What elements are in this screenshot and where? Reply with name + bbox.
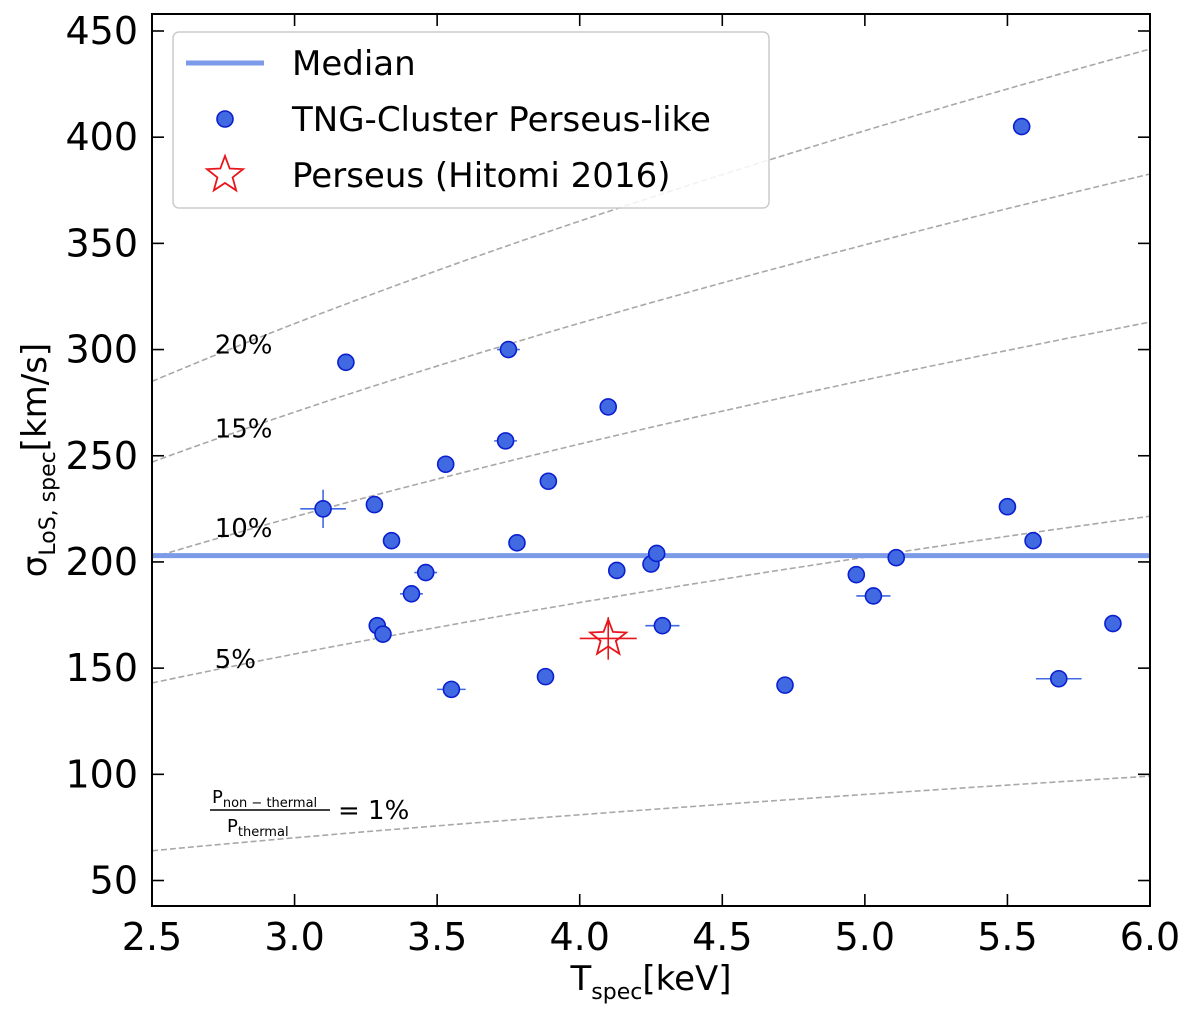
legend-label-median: Median xyxy=(292,44,416,84)
tng-point xyxy=(337,353,355,372)
ratio-curve-1pct xyxy=(151,775,1151,852)
y-tick-label: 350 xyxy=(65,221,138,265)
x-tick-label: 6.0 xyxy=(1120,915,1180,959)
ratio-denominator: Pthermal xyxy=(227,816,289,840)
tng-point xyxy=(887,548,906,567)
tng-point xyxy=(442,680,461,699)
y-tick-label: 300 xyxy=(65,328,138,372)
y-axis-ticks: 50 100 150 200 250 300 350 400 450 xyxy=(65,9,1150,903)
y-tick-label: 250 xyxy=(65,434,138,478)
tng-point xyxy=(539,472,558,491)
y-tick-label: 200 xyxy=(65,540,138,584)
y-tick-label: 100 xyxy=(65,752,138,796)
x-tick-label: 5.0 xyxy=(835,915,895,959)
tng-point xyxy=(499,340,518,359)
tng-point xyxy=(416,563,435,582)
tng-point xyxy=(1024,531,1042,550)
plot-frame xyxy=(151,13,1151,907)
tng-point xyxy=(382,531,401,550)
tng-point xyxy=(847,565,866,584)
legend-star-swatch xyxy=(204,153,246,193)
ratio-label-10pct: 10% xyxy=(215,514,273,544)
ratio-curve-15pct xyxy=(151,173,1151,463)
tng-point xyxy=(402,584,421,603)
pressure-ratio-annotation: Pnon − thermal Pthermal = 1% xyxy=(210,787,409,840)
y-tick-label: 400 xyxy=(65,115,138,159)
tng-point xyxy=(365,495,384,514)
pressure-ratio-labels: 20% 15% 10% 5% xyxy=(215,330,273,675)
tng-point xyxy=(647,544,666,563)
legend: Median TNG-Cluster Perseus-like Perseus … xyxy=(172,31,770,209)
y-tick-label: 150 xyxy=(65,646,138,690)
y-tick-label: 450 xyxy=(65,9,138,53)
ratio-numerator: Pnon − thermal xyxy=(212,787,317,811)
x-tick-label: 4.0 xyxy=(549,915,609,959)
x-axis-ticks: 2.5 3.0 3.5 4.0 4.5 5.0 5.5 6.0 xyxy=(122,14,1180,959)
x-tick-label: 5.5 xyxy=(977,915,1037,959)
tng-point xyxy=(864,587,883,605)
ratio-equals: = 1% xyxy=(338,796,409,826)
tng-point xyxy=(374,625,392,643)
tng-point xyxy=(998,497,1017,516)
ratio-label-15pct: 15% xyxy=(215,415,273,445)
x-axis-label: Tspec[keV] xyxy=(569,959,731,1005)
ratio-label-20pct: 20% xyxy=(215,330,273,360)
tng-point xyxy=(607,561,626,580)
legend-label-perseus: Perseus (Hitomi 2016) xyxy=(292,156,670,196)
legend-box xyxy=(172,31,770,209)
x-tick-label: 3.5 xyxy=(407,915,467,959)
legend-label-tng: TNG-Cluster Perseus-like xyxy=(291,100,711,140)
perseus-marker-group xyxy=(579,616,637,660)
tng-point xyxy=(1049,669,1068,688)
x-tick-label: 3.0 xyxy=(264,915,324,959)
tng-point xyxy=(653,616,672,635)
legend-point-swatch xyxy=(216,110,234,128)
x-tick-label: 2.5 xyxy=(122,915,182,959)
ratio-label-5pct: 5% xyxy=(215,645,256,675)
y-axis-label: σLoS, spec[km/s] xyxy=(15,343,61,577)
ratio-curve-5pct xyxy=(151,515,1151,684)
tng-points xyxy=(314,117,1122,699)
tng-point xyxy=(508,534,526,552)
x-tick-label: 4.5 xyxy=(692,915,752,959)
tng-point xyxy=(314,500,332,518)
tng-point xyxy=(776,676,794,694)
tng-point xyxy=(436,455,455,474)
tng-point xyxy=(536,667,555,686)
y-tick-label: 50 xyxy=(90,859,138,903)
perseus-star xyxy=(587,616,629,656)
tng-point xyxy=(599,398,618,416)
tng-point xyxy=(496,432,515,450)
tng-point xyxy=(1012,117,1031,136)
tng-point xyxy=(1104,614,1122,633)
